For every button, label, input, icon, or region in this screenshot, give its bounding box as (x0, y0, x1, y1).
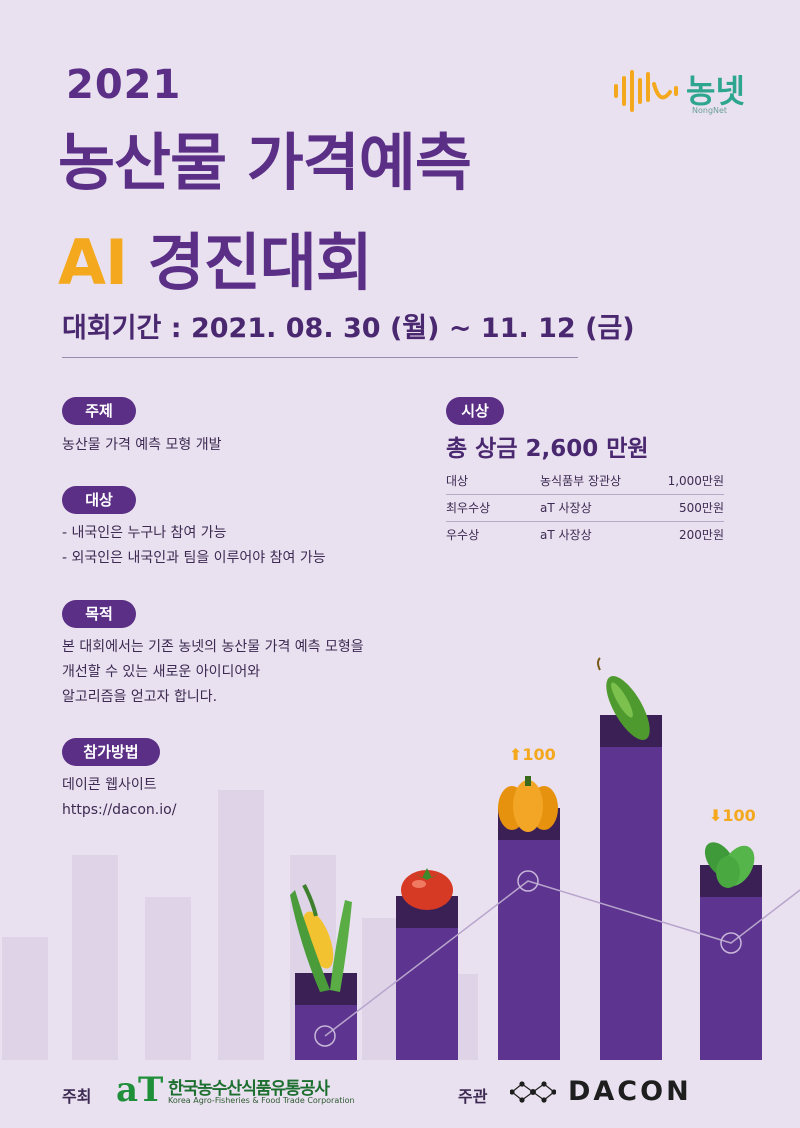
prize-row: 대상 농식품부 장관상 1,000만원 (446, 468, 724, 495)
prize-total: 총 상금 2,600 만원 (446, 436, 649, 462)
price-up-value: 100 (522, 745, 556, 764)
host-name: 한국농수산식품유통공사 (168, 1079, 330, 1099)
event-year: 2021 (66, 62, 182, 108)
trend-point (517, 870, 539, 892)
cucumber-icon (597, 657, 650, 740)
organizer-label: 주관 (458, 1087, 488, 1106)
method-line-1: 데이콘 웹사이트 (62, 777, 157, 793)
decorative-bar-illustration (2, 657, 800, 1060)
prize-amount: 200만원 (679, 528, 724, 542)
bar-spinach (700, 865, 762, 1060)
pumpkin-icon (498, 776, 558, 832)
method-label: 참가방법 (62, 738, 160, 766)
prize-award: aT 사장상 (540, 501, 592, 515)
price-up-annotation: ⬆100 (509, 745, 556, 764)
dacon-network-icon (510, 1081, 556, 1103)
price-down-value: 100 (722, 806, 756, 825)
bg-bar (2, 937, 48, 1060)
prize-rank: 대상 (446, 474, 469, 488)
tomato-icon (401, 868, 453, 910)
arrow-down-icon: ⬇ (709, 806, 723, 825)
arrow-up-icon: ⬆ (509, 745, 523, 764)
theme-label: 주제 (62, 397, 136, 425)
divider (62, 357, 578, 358)
title-contest: 경진대회 (127, 226, 373, 299)
nongnet-logo-text: 농넷 (686, 72, 745, 110)
prize-amount: 500만원 (679, 501, 724, 515)
prize-award: aT 사장상 (540, 528, 592, 542)
title-line-2: AI 경진대회 (58, 212, 373, 302)
title-line-1: 농산물 가격예측 (58, 126, 472, 199)
theme-line-1: 농산물 가격 예측 모형 개발 (62, 437, 222, 453)
prize-rank: 최우수상 (446, 501, 491, 515)
prize-label: 시상 (446, 397, 504, 425)
target-line-1: - 내국인은 누구나 참여 가능 (62, 525, 227, 541)
corn-icon (290, 884, 352, 992)
prize-rank: 우수상 (446, 528, 480, 542)
target-line-2: - 외국인은 내국인과 팀을 이루어야 참여 가능 (62, 550, 326, 566)
method-link[interactable]: https://dacon.io/ (62, 802, 177, 818)
bg-bar (72, 855, 118, 1060)
soundwave-icon (614, 70, 678, 112)
bar-cucumber (600, 715, 662, 1060)
nongnet-logo-sub: NongNet (692, 106, 728, 115)
trend-point (720, 932, 742, 954)
prize-row: 우수상 aT 사장상 200만원 (446, 522, 724, 548)
title-ai: AI (58, 226, 128, 299)
bg-bar (145, 897, 191, 1060)
host-label: 주최 (62, 1087, 92, 1106)
price-down-annotation: ⬇100 (709, 806, 756, 825)
contest-period: 대회기간 : 2021. 08. 30 (월) ~ 11. 12 (금) (62, 313, 635, 344)
prize-amount: 1,000만원 (667, 474, 724, 488)
trend-line (324, 880, 800, 1037)
footer (0, 1062, 800, 1128)
at-logo: aT (116, 1070, 164, 1110)
trend-point (314, 1025, 336, 1047)
prize-row: 최우수상 aT 사장상 500만원 (446, 495, 724, 522)
bg-bar (218, 790, 264, 1060)
spinach-icon (704, 842, 755, 888)
organizer-name: DACON (568, 1076, 692, 1107)
prize-table: 대상 농식품부 장관상 1,000만원 최우수상 aT 사장상 500만원 우수… (446, 468, 724, 548)
prize-award: 농식품부 장관상 (540, 474, 622, 488)
purpose-label: 목적 (62, 600, 136, 628)
purpose-line-2: 개선할 수 있는 새로운 아이디어와 (62, 664, 261, 680)
purpose-line-1: 본 대회에서는 기존 농넷의 농산물 가격 예측 모형을 (62, 639, 364, 655)
purpose-line-3: 알고리즘을 얻고자 합니다. (62, 689, 218, 705)
host-name-en: Korea Agro-Fisheries & Food Trade Corpor… (168, 1096, 355, 1105)
target-label: 대상 (62, 486, 136, 514)
bar-pumpkin (498, 808, 560, 1060)
